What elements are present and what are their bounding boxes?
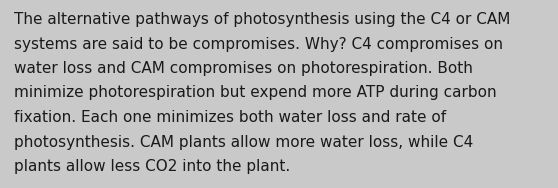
Text: fixation. Each one minimizes both water loss and rate of: fixation. Each one minimizes both water … [14, 110, 446, 125]
Text: plants allow less CO2 into the plant.: plants allow less CO2 into the plant. [14, 159, 290, 174]
Text: minimize photorespiration but expend more ATP during carbon: minimize photorespiration but expend mor… [14, 86, 497, 101]
Text: photosynthesis. CAM plants allow more water loss, while C4: photosynthesis. CAM plants allow more wa… [14, 134, 473, 149]
Text: systems are said to be compromises. Why? C4 compromises on: systems are said to be compromises. Why?… [14, 36, 503, 52]
Text: water loss and CAM compromises on photorespiration. Both: water loss and CAM compromises on photor… [14, 61, 473, 76]
Text: The alternative pathways of photosynthesis using the C4 or CAM: The alternative pathways of photosynthes… [14, 12, 511, 27]
